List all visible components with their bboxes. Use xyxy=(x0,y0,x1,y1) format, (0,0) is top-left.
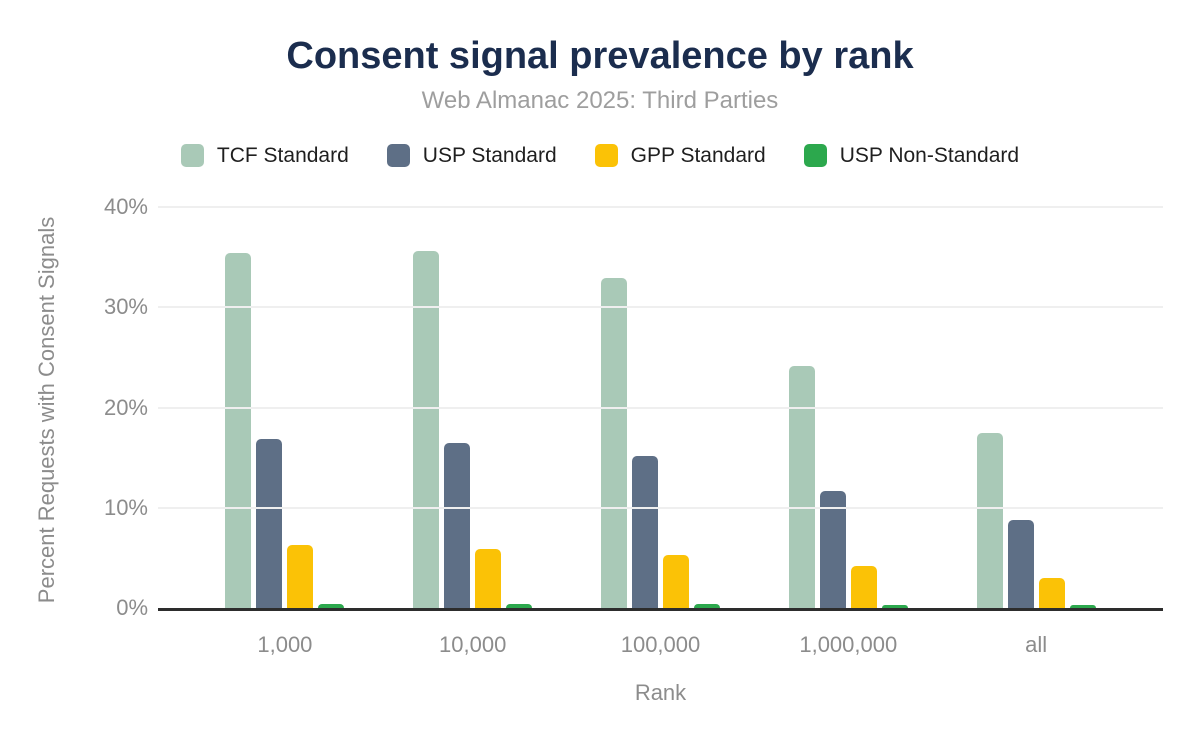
bar-group-1-000 xyxy=(191,207,379,608)
plot-area xyxy=(158,206,1163,611)
x-tick-label-10-000: 10,000 xyxy=(439,632,507,657)
bar-usp-non-standard-10-000[interactable] xyxy=(506,604,533,608)
y-tick-label-20: 20% xyxy=(103,394,148,420)
y-tick-label-40: 40% xyxy=(103,194,148,219)
y-tick-label-30: 30% xyxy=(103,294,148,320)
x-axis-title: Rank xyxy=(634,680,687,705)
legend-swatch-icon xyxy=(180,144,204,167)
legend-item-gpp-standard: GPP Standard xyxy=(594,144,766,167)
y-tick-label-0: 0% xyxy=(116,595,148,620)
bar-tcf-standard-1-000[interactable] xyxy=(225,253,252,608)
bar-gpp-standard-1-000-000[interactable] xyxy=(850,565,877,608)
bar-usp-standard-1-000[interactable] xyxy=(256,438,283,608)
bar-gpp-standard-10-000[interactable] xyxy=(475,548,502,608)
legend-item-usp-non-standard: USP Non-Standard xyxy=(803,144,1020,167)
legend-label: USP Non-Standard xyxy=(839,144,1020,167)
x-tick-label-1-000-000: 1,000,000 xyxy=(799,632,898,657)
gridline-10 xyxy=(158,506,1163,509)
bar-usp-non-standard-1-000-000[interactable] xyxy=(881,605,908,608)
x-axis-tick-labels: 1,000 10,000 100,000 1,000,000 all xyxy=(191,632,1130,658)
chart-title: Consent signal prevalence by rank xyxy=(286,35,914,77)
bar-usp-non-standard-1-000[interactable] xyxy=(318,604,345,608)
legend-label: GPP Standard xyxy=(630,144,766,167)
x-tick-label-all: all xyxy=(1025,632,1048,657)
bar-group-100-000 xyxy=(567,207,755,608)
legend-item-tcf-standard: TCF Standard xyxy=(180,144,349,167)
gridline-30 xyxy=(158,306,1163,309)
y-tick-label-10: 10% xyxy=(103,494,148,520)
x-tick-label-100-000: 100,000 xyxy=(620,632,701,657)
legend-swatch-icon xyxy=(594,144,618,167)
bar-tcf-standard-all[interactable] xyxy=(976,432,1003,608)
chart-subtitle: Web Almanac 2025: Third Parties xyxy=(421,87,779,114)
gridline-20 xyxy=(158,406,1163,409)
bar-tcf-standard-100-000[interactable] xyxy=(600,278,627,608)
bar-usp-standard-all[interactable] xyxy=(1007,519,1034,608)
legend-item-usp-standard: USP Standard xyxy=(386,144,557,167)
bar-gpp-standard-100-000[interactable] xyxy=(662,554,689,608)
bar-usp-standard-1-000-000[interactable] xyxy=(819,490,846,608)
bar-usp-non-standard-all[interactable] xyxy=(1069,605,1096,608)
bar-group-10-000 xyxy=(379,207,567,608)
bar-usp-standard-10-000[interactable] xyxy=(444,442,471,608)
legend-label: USP Standard xyxy=(422,144,557,167)
legend: TCF Standard USP Standard GPP Standard USP … xyxy=(0,144,1200,167)
x-tick-label-1-000: 1,000 xyxy=(257,632,313,657)
bar-usp-non-standard-100-000[interactable] xyxy=(693,604,720,608)
legend-label: TCF Standard xyxy=(216,144,349,167)
bar-group-all xyxy=(942,207,1130,608)
bar-tcf-standard-10-000[interactable] xyxy=(413,251,440,608)
bar-gpp-standard-1-000[interactable] xyxy=(287,544,314,608)
legend-swatch-icon xyxy=(803,144,827,167)
y-axis-tick-labels: 0% 10% 20% 30% 40% xyxy=(0,0,148,742)
bar-usp-standard-100-000[interactable] xyxy=(631,455,658,608)
legend-swatch-icon xyxy=(386,144,410,167)
bars-area xyxy=(191,207,1130,608)
gridline-40 xyxy=(158,206,1163,208)
bar-gpp-standard-all[interactable] xyxy=(1038,577,1065,608)
bar-tcf-standard-1-000-000[interactable] xyxy=(788,366,815,608)
